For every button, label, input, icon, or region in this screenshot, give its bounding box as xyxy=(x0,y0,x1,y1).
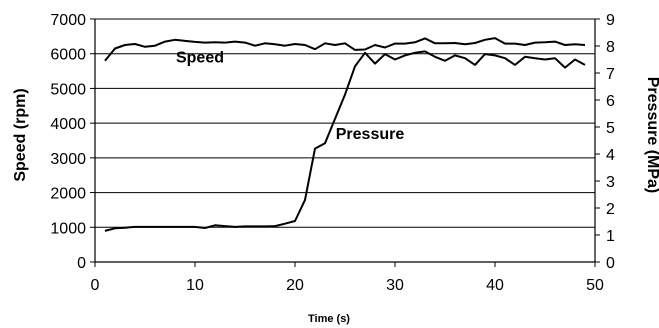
x-tick-label: 20 xyxy=(286,277,304,294)
left-axis-title: Speed (rpm) xyxy=(12,88,29,181)
gridlines xyxy=(95,18,595,228)
right-tick-label: 2 xyxy=(606,201,615,218)
left-tick-label: 4000 xyxy=(50,116,86,133)
series-line-pressure xyxy=(104,50,586,232)
left-tick-label: 7000 xyxy=(50,12,86,29)
x-tick-label: 30 xyxy=(386,277,404,294)
right-axis-title: Pressure (MPa) xyxy=(644,77,659,194)
right-tick-label: 4 xyxy=(606,147,615,164)
right-tick-label: 9 xyxy=(606,12,615,29)
left-tick-label: 6000 xyxy=(50,47,86,64)
right-tick-label: 1 xyxy=(606,228,615,245)
left-tick-label: 3000 xyxy=(50,151,86,168)
x-tick-label: 40 xyxy=(486,277,504,294)
series-lines xyxy=(104,37,586,232)
right-tick-label: 8 xyxy=(606,39,615,56)
x-tick-label: 10 xyxy=(186,277,204,294)
x-axis-title: Time (s) xyxy=(308,313,350,325)
right-tick-label: 7 xyxy=(606,66,615,83)
right-axis-ticks: 0 1 2 3 4 5 6 7 8 9 xyxy=(595,12,615,272)
left-tick-label: 2000 xyxy=(50,186,86,203)
right-tick-label: 0 xyxy=(606,255,615,272)
series-annotations: Speed Pressure xyxy=(176,49,404,142)
left-axis-ticks: 0 1000 2000 3000 4000 5000 6000 7000 xyxy=(50,12,95,272)
x-tick-label: 50 xyxy=(586,277,604,294)
series-label-pressure: Pressure xyxy=(336,126,405,143)
series-line-speed xyxy=(104,37,586,62)
left-tick-label: 0 xyxy=(77,255,86,272)
x-tick-label: 0 xyxy=(91,277,100,294)
right-tick-label: 6 xyxy=(606,93,615,110)
left-tick-label: 1000 xyxy=(50,220,86,237)
x-axis-ticks: 0 10 20 30 40 50 xyxy=(91,262,604,294)
series-label-speed: Speed xyxy=(176,49,224,66)
left-tick-label: 5000 xyxy=(50,81,86,98)
right-tick-label: 5 xyxy=(606,120,615,137)
right-tick-label: 3 xyxy=(606,174,615,191)
axes xyxy=(94,19,596,263)
